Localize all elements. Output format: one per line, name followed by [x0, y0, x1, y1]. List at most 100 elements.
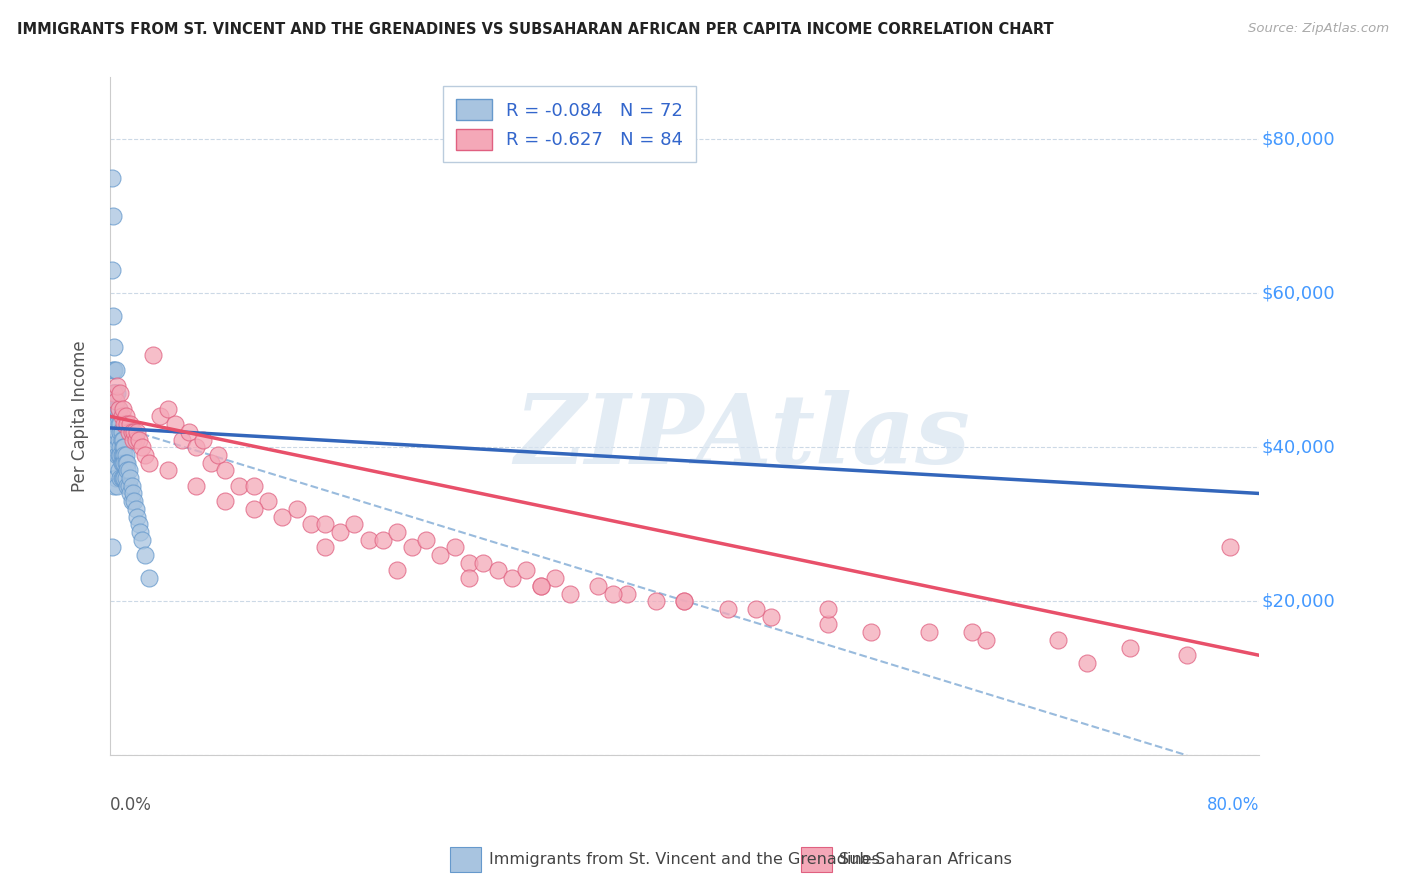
Point: [343, 517, 366, 532]
Point: [960, 625, 983, 640]
Point: [101, 363, 124, 377]
Point: [110, 425, 132, 439]
Point: [314, 541, 336, 555]
Point: [100, 170, 122, 185]
Point: [486, 564, 509, 578]
Point: [105, 425, 128, 439]
Point: [917, 625, 939, 640]
Point: [673, 594, 696, 608]
Point: [371, 533, 394, 547]
Point: [200, 456, 222, 470]
Point: [285, 501, 308, 516]
Point: [544, 571, 567, 585]
Y-axis label: Per Capita Income: Per Capita Income: [72, 341, 89, 492]
Point: [644, 594, 666, 608]
Text: Sub-Saharan Africans: Sub-Saharan Africans: [839, 853, 1012, 867]
Point: [415, 533, 437, 547]
Point: [121, 479, 143, 493]
Point: [115, 456, 138, 470]
Point: [242, 479, 264, 493]
Point: [101, 456, 124, 470]
Point: [124, 494, 146, 508]
Point: [117, 456, 139, 470]
Point: [107, 401, 129, 416]
Point: [111, 440, 134, 454]
Point: [100, 541, 122, 555]
Point: [170, 433, 193, 447]
Point: [228, 479, 250, 493]
Point: [745, 602, 768, 616]
Point: [122, 433, 145, 447]
Point: [104, 417, 127, 431]
Point: [128, 433, 150, 447]
Point: [186, 479, 208, 493]
Point: [105, 448, 128, 462]
Point: [602, 586, 624, 600]
Point: [105, 479, 128, 493]
Point: [103, 401, 125, 416]
Point: [401, 541, 423, 555]
Point: [108, 417, 131, 431]
Point: [1175, 648, 1198, 663]
Point: [107, 448, 129, 462]
Point: [588, 579, 610, 593]
Point: [193, 433, 215, 447]
Point: [472, 556, 495, 570]
Point: [111, 456, 134, 470]
Point: [156, 463, 179, 477]
Point: [127, 509, 149, 524]
Point: [163, 417, 186, 431]
Point: [214, 463, 236, 477]
Text: 0.0%: 0.0%: [110, 796, 152, 814]
Point: [974, 632, 997, 647]
Point: [108, 386, 131, 401]
Point: [214, 494, 236, 508]
Point: [134, 448, 156, 462]
Point: [271, 509, 294, 524]
Text: 80.0%: 80.0%: [1206, 796, 1258, 814]
Point: [105, 378, 128, 392]
Point: [111, 433, 134, 447]
Point: [111, 401, 134, 416]
Text: $80,000: $80,000: [1261, 130, 1334, 148]
Point: [817, 602, 839, 616]
Point: [530, 579, 553, 593]
Point: [114, 448, 136, 462]
Point: [357, 533, 380, 547]
Point: [110, 471, 132, 485]
Point: [817, 617, 839, 632]
Point: [105, 417, 128, 431]
Point: [114, 440, 136, 454]
Point: [716, 602, 738, 616]
Point: [458, 571, 481, 585]
Point: [115, 471, 138, 485]
Point: [117, 417, 139, 431]
Point: [107, 463, 129, 477]
Point: [124, 425, 146, 439]
Point: [104, 386, 127, 401]
Legend: R = -0.084   N = 72, R = -0.627   N = 84: R = -0.084 N = 72, R = -0.627 N = 84: [443, 87, 696, 162]
Point: [138, 456, 160, 470]
Point: [515, 564, 537, 578]
Point: [101, 209, 124, 223]
Point: [104, 394, 127, 409]
Point: [156, 401, 179, 416]
Point: [127, 425, 149, 439]
Point: [129, 524, 152, 539]
Point: [110, 433, 132, 447]
Point: [100, 263, 122, 277]
Point: [299, 517, 322, 532]
Point: [114, 456, 136, 470]
Point: [186, 440, 208, 454]
Point: [429, 548, 451, 562]
Point: [860, 625, 883, 640]
Point: [1219, 541, 1241, 555]
Point: [108, 448, 131, 462]
Point: [1076, 656, 1098, 670]
Text: Immigrants from St. Vincent and the Grenadines: Immigrants from St. Vincent and the Gren…: [489, 853, 880, 867]
Point: [122, 486, 145, 500]
Point: [117, 479, 139, 493]
Point: [104, 433, 127, 447]
Point: [387, 564, 409, 578]
Point: [101, 386, 124, 401]
